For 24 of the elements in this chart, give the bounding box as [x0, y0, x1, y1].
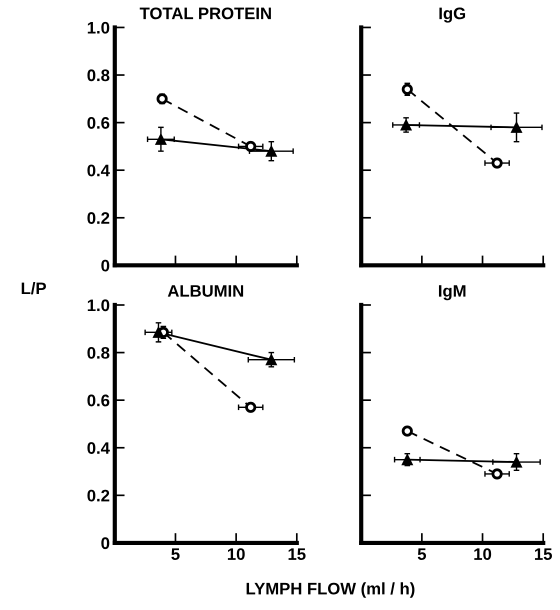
y-tick-label: 1.0	[88, 299, 110, 312]
chart-title: ALBUMIN	[168, 285, 244, 297]
chart-title: IgM	[438, 285, 466, 300]
y-tick-label: 0.4	[87, 164, 110, 176]
chart-title: TOTAL PROTEIN	[140, 7, 271, 20]
x-tick-label: 5	[171, 548, 180, 560]
y-tick-label: 0.8	[87, 346, 110, 359]
y-tick-label: 0.2	[87, 490, 110, 502]
x-tick-label: 10	[228, 548, 245, 560]
chart-title: IgG	[439, 7, 466, 23]
y-tick-label: 0.2	[87, 212, 110, 224]
x-tick-label: 15	[288, 548, 306, 560]
y-tick-label: 0.4	[87, 442, 110, 454]
x-tick-label: 15	[534, 548, 552, 560]
y-tick-label: 1.0	[88, 22, 110, 34]
x-tick-label: 5	[418, 548, 426, 560]
y-tick-label: 0	[101, 260, 110, 272]
x-tick-label: 10	[474, 548, 492, 560]
y-tick-label: 0.8	[87, 69, 110, 82]
y-axis-title: L/P	[22, 282, 46, 294]
y-tick-label: 0	[101, 537, 110, 550]
y-tick-label: 0.6	[87, 394, 110, 406]
y-tick-label: 0.6	[87, 117, 110, 129]
x-axis-title: LYMPH FLOW (ml / h)	[246, 582, 414, 598]
